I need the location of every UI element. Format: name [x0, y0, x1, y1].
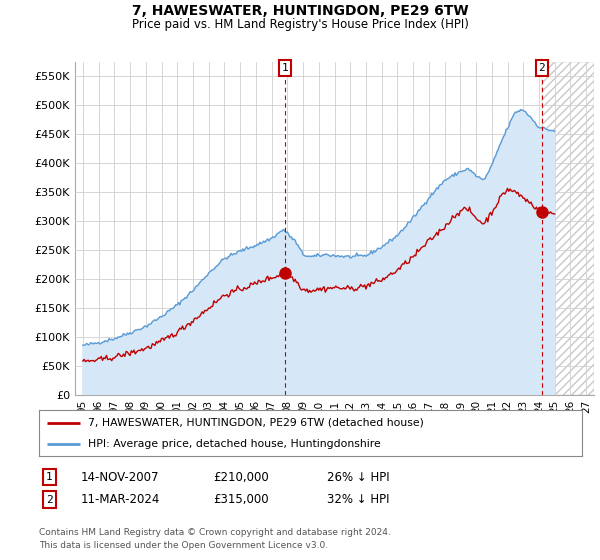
Text: Price paid vs. HM Land Registry's House Price Index (HPI): Price paid vs. HM Land Registry's House …	[131, 18, 469, 31]
Polygon shape	[83, 110, 554, 395]
Text: 7, HAWESWATER, HUNTINGDON, PE29 6TW: 7, HAWESWATER, HUNTINGDON, PE29 6TW	[131, 4, 469, 18]
Text: £210,000: £210,000	[213, 470, 269, 484]
Text: 1: 1	[46, 472, 53, 482]
Text: 1: 1	[282, 63, 289, 73]
Text: 7, HAWESWATER, HUNTINGDON, PE29 6TW (detached house): 7, HAWESWATER, HUNTINGDON, PE29 6TW (det…	[88, 418, 424, 428]
Text: HPI: Average price, detached house, Huntingdonshire: HPI: Average price, detached house, Hunt…	[88, 439, 380, 449]
Text: 26% ↓ HPI: 26% ↓ HPI	[327, 470, 389, 484]
Text: 32% ↓ HPI: 32% ↓ HPI	[327, 493, 389, 506]
Text: Contains HM Land Registry data © Crown copyright and database right 2024.
This d: Contains HM Land Registry data © Crown c…	[39, 528, 391, 550]
Text: 14-NOV-2007: 14-NOV-2007	[81, 470, 160, 484]
Text: 2: 2	[46, 494, 53, 505]
Text: 2: 2	[539, 63, 545, 73]
Text: £315,000: £315,000	[213, 493, 269, 506]
Text: 11-MAR-2024: 11-MAR-2024	[81, 493, 160, 506]
